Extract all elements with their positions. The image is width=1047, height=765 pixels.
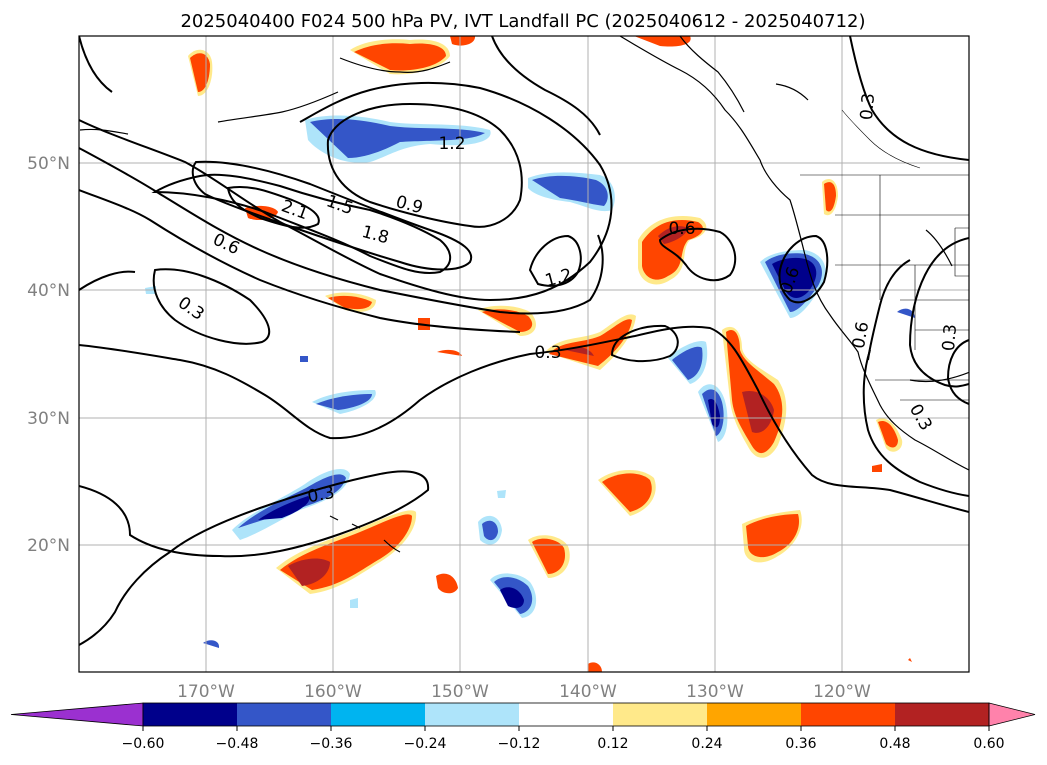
colorbar-segment bbox=[519, 703, 614, 726]
lon-tick-label: 170°W bbox=[177, 682, 235, 702]
coastlines bbox=[79, 36, 969, 553]
colorbar-tick-label: 0.12 bbox=[597, 736, 628, 752]
colorbar-tick-label: 0.48 bbox=[879, 736, 910, 752]
lat-tick-label: 20°N bbox=[27, 536, 70, 556]
colorbar-segment bbox=[895, 703, 990, 726]
colorbar-tick-label: 0.60 bbox=[973, 736, 1004, 752]
colorbar-tick-label: −0.12 bbox=[498, 736, 541, 752]
lon-tick-label: 160°W bbox=[304, 682, 362, 702]
negative-anomaly-fields bbox=[145, 115, 915, 648]
lon-tick-label: 140°W bbox=[559, 682, 617, 702]
contour-label: 0.3 bbox=[306, 483, 336, 507]
map-background bbox=[79, 36, 969, 672]
contour-label: 0.6 bbox=[668, 219, 695, 239]
colorbar-segment bbox=[425, 703, 520, 726]
lat-tick-labels: 50°N 40°N 30°N 20°N bbox=[27, 154, 70, 556]
colorbar-segment bbox=[237, 703, 332, 726]
figure-title: 2025040400 F024 500 hPa PV, IVT Landfall… bbox=[180, 11, 865, 32]
colorbar-segment bbox=[143, 703, 238, 726]
graticule bbox=[79, 36, 969, 672]
colorbar-tick-label: 0.24 bbox=[691, 736, 722, 752]
colorbar-segment bbox=[613, 703, 708, 726]
lat-tick-label: 50°N bbox=[27, 154, 70, 174]
colorbar-tick-label: −0.60 bbox=[122, 736, 165, 752]
map-frame bbox=[78, 35, 970, 673]
contour-label: 0.3 bbox=[939, 323, 961, 352]
lat-tick-label: 30°N bbox=[27, 409, 70, 429]
colorbar-frame bbox=[142, 702, 990, 727]
contour-label: 0.6 bbox=[849, 320, 873, 350]
lat-tick-label: 40°N bbox=[27, 281, 70, 301]
colorbar-segment bbox=[331, 703, 426, 726]
colorbar-tick-label: −0.36 bbox=[310, 736, 353, 752]
colorbar-tick-label: −0.24 bbox=[404, 736, 447, 752]
lon-tick-label: 150°W bbox=[431, 682, 489, 702]
contour-label: 1.2 bbox=[438, 134, 465, 154]
contour-label: 0.3 bbox=[534, 343, 561, 363]
lon-tick-label: 130°W bbox=[686, 682, 744, 702]
lon-tick-labels: 170°W 160°W 150°W 140°W 130°W 120°W bbox=[177, 682, 871, 702]
contour-label: 0.3 bbox=[857, 92, 879, 121]
contour-lines bbox=[79, 36, 969, 646]
colorbar-extend-low bbox=[10, 702, 144, 727]
colorbar-extend-high bbox=[988, 702, 1036, 727]
colorbar: −0.60 −0.48 −0.36 −0.24 −0.12 0.12 0.24 0.36 0.4… bbox=[10, 702, 1036, 752]
colorbar-segment bbox=[707, 703, 802, 726]
colorbar-tick-label: −0.48 bbox=[216, 736, 259, 752]
colorbar-segment bbox=[801, 703, 896, 726]
lon-tick-label: 120°W bbox=[813, 682, 871, 702]
colorbar-tick-label: 0.36 bbox=[785, 736, 816, 752]
map-panel: 1.2 2.1 1.5 1.8 0.9 0.6 0.3 1.2 0.6 0.3 … bbox=[27, 35, 970, 702]
